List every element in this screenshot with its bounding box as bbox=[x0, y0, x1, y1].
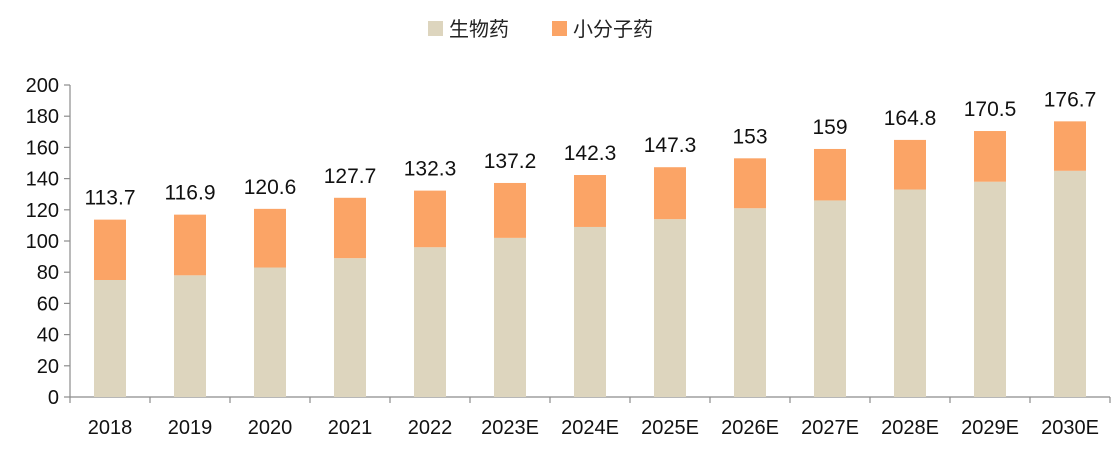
bar-segment-biologic bbox=[974, 181, 1006, 397]
total-data-label: 120.6 bbox=[244, 176, 297, 199]
total-data-label: 170.5 bbox=[964, 98, 1017, 121]
legend-label: 小分子药 bbox=[573, 17, 653, 41]
bar-segment-small-molecule bbox=[734, 158, 766, 209]
bar-segment-small-molecule bbox=[974, 131, 1006, 182]
bar-segment-small-molecule bbox=[494, 182, 526, 238]
total-data-label: 113.7 bbox=[85, 187, 136, 210]
bar-segment-biologic bbox=[94, 280, 126, 397]
total-data-label: 137.2 bbox=[484, 150, 537, 173]
total-data-label: 142.3 bbox=[564, 142, 617, 165]
x-tick-label: 2030E bbox=[1041, 417, 1099, 439]
legend-label: 生物药 bbox=[449, 17, 509, 41]
x-tick-label: 2028E bbox=[881, 417, 939, 439]
bar-segment-biologic bbox=[1054, 170, 1086, 397]
y-tick-label: 80 bbox=[37, 262, 59, 284]
x-tick-label: 2022 bbox=[408, 417, 453, 439]
total-data-label: 176.7 bbox=[1044, 88, 1097, 111]
x-tick-label: 2023E bbox=[481, 417, 539, 439]
bar-segment-small-molecule bbox=[414, 190, 446, 248]
bar-segment-small-molecule bbox=[1054, 121, 1086, 171]
y-tick-label: 160 bbox=[26, 137, 59, 159]
y-tick-label: 200 bbox=[26, 75, 59, 97]
y-tick-label: 40 bbox=[37, 325, 59, 347]
y-tick-label: 140 bbox=[26, 169, 59, 191]
total-data-label: 164.8 bbox=[884, 107, 937, 130]
bar-segment-biologic bbox=[734, 208, 766, 397]
x-tick-label: 2026E bbox=[721, 417, 779, 439]
x-tick-label: 2021 bbox=[328, 417, 373, 439]
x-tick-label: 2018 bbox=[88, 417, 133, 439]
bar-segment-biologic bbox=[494, 237, 526, 397]
total-data-label: 116.9 bbox=[165, 182, 216, 205]
bar-segment-small-molecule bbox=[334, 197, 366, 259]
y-tick-label: 100 bbox=[26, 231, 59, 253]
data-labels: 113.7 116.9 120.6 127.7 132.3 137.2 142.3 147.3… bbox=[85, 88, 1097, 209]
bar-segment-small-molecule bbox=[654, 167, 686, 220]
bar-segment-small-molecule bbox=[254, 208, 286, 268]
bar-segment-biologic bbox=[174, 275, 206, 397]
x-tick-label: 2019 bbox=[168, 417, 213, 439]
legend-swatch bbox=[428, 21, 443, 36]
total-data-label: 159 bbox=[812, 116, 847, 139]
y-tick-label: 180 bbox=[26, 106, 59, 128]
bar-segment-small-molecule bbox=[814, 148, 846, 201]
bar-segment-biologic bbox=[814, 200, 846, 397]
bar-segment-biologic bbox=[334, 258, 366, 397]
y-axis: 0 20 40 60 80 100 120 140 160 180 200 bbox=[26, 75, 71, 409]
x-axis: 2018 2019 2020 2021 2022 2023E 2024E 2025E 2026E… bbox=[69, 396, 1111, 439]
bar-segment-small-molecule bbox=[574, 175, 606, 227]
y-tick-label: 120 bbox=[26, 200, 59, 222]
total-data-label: 127.7 bbox=[324, 165, 377, 188]
x-tick-label: 2027E bbox=[801, 417, 859, 439]
legend: 生物药 小分子药 bbox=[428, 17, 653, 41]
bar-segment-small-molecule bbox=[894, 139, 926, 190]
bar-segment-biologic bbox=[654, 219, 686, 397]
bar-segment-small-molecule bbox=[174, 214, 206, 276]
x-tick-label: 2020 bbox=[248, 417, 293, 439]
x-tick-label: 2025E bbox=[641, 417, 699, 439]
bar-segment-biologic bbox=[414, 247, 446, 397]
bar-segment-biologic bbox=[254, 267, 286, 397]
x-tick-label: 2024E bbox=[561, 417, 619, 439]
legend-item-biologic: 生物药 bbox=[428, 17, 509, 41]
y-tick-label: 60 bbox=[37, 293, 59, 315]
y-tick-label: 20 bbox=[37, 356, 59, 378]
legend-swatch bbox=[552, 21, 567, 36]
bar-segment-biologic bbox=[894, 189, 926, 397]
legend-item-small-molecule: 小分子药 bbox=[552, 17, 653, 41]
bars bbox=[94, 121, 1086, 397]
bar-segment-biologic bbox=[574, 226, 606, 397]
total-data-label: 147.3 bbox=[644, 134, 697, 157]
x-tick-label: 2029E bbox=[961, 417, 1019, 439]
total-data-label: 153 bbox=[732, 125, 767, 148]
y-tick-label: 0 bbox=[48, 387, 59, 409]
total-data-label: 132.3 bbox=[404, 158, 457, 181]
bar-segment-small-molecule bbox=[94, 219, 126, 280]
